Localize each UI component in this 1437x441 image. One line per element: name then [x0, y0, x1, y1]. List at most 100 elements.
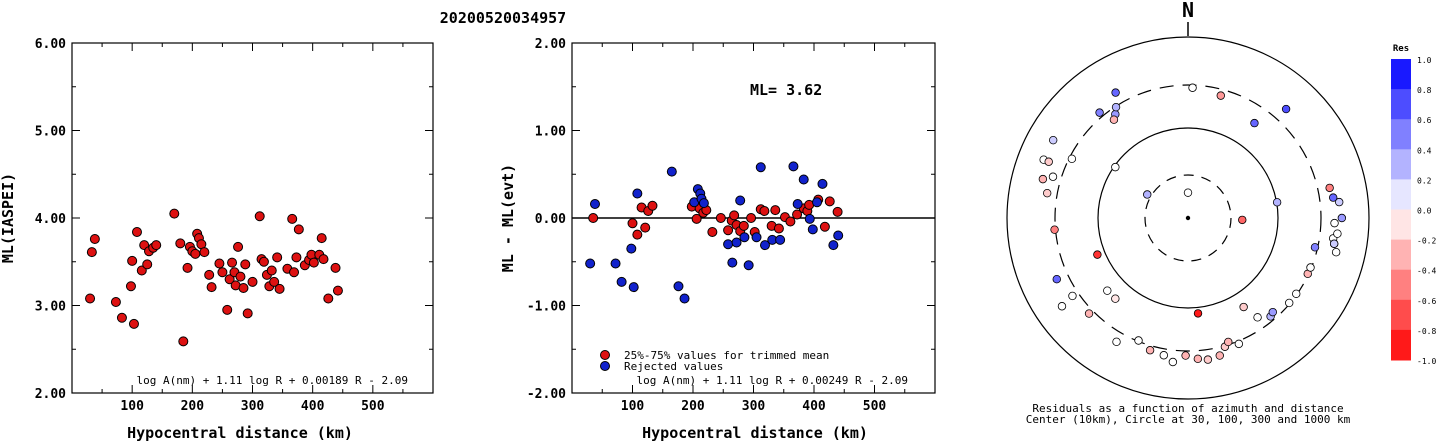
colorbar-segment — [1391, 59, 1411, 90]
chart2-point-rejected — [731, 237, 742, 248]
chart2-point-rejected — [751, 232, 762, 243]
polar-residual-point — [1238, 215, 1247, 225]
chart1-ylabel: ML(IASPEI) — [0, 173, 17, 263]
chart1-point — [318, 254, 329, 265]
legend-marker-rejected — [600, 361, 610, 371]
polar-residual-point — [1216, 91, 1225, 100]
polar-residual-point — [1193, 309, 1203, 318]
chart1-xtick-label: 200 — [181, 399, 205, 414]
polar-residual-point — [1084, 309, 1094, 318]
polar-residual-point — [1093, 250, 1102, 259]
colorbar-segment — [1391, 149, 1411, 180]
chart1-point — [323, 293, 334, 304]
legend-label-trimmed: 25%-75% values for trimmed mean — [624, 349, 829, 362]
chart2-point-rejected — [788, 161, 799, 172]
chart2-point-rejected — [673, 281, 684, 292]
polar-residual-point — [1052, 274, 1061, 284]
chart1-point — [89, 234, 100, 244]
polar-center-dot — [1185, 215, 1191, 221]
polar-residual-point — [1239, 302, 1248, 312]
chart2-point-rejected — [833, 230, 844, 241]
chart2-point-trimmed — [691, 213, 702, 224]
colorbar-segment — [1391, 209, 1411, 241]
polar-circle-1000km — [1006, 36, 1370, 400]
colorbar-tick-label: -0.8 — [1417, 327, 1436, 336]
chart2-point-trimmed — [647, 200, 658, 211]
chart2-point-trimmed — [832, 206, 843, 217]
chart1-point — [127, 255, 138, 266]
chart2-point-rejected — [666, 166, 677, 177]
chart1-point — [274, 283, 285, 294]
chart1-point — [136, 265, 147, 276]
chart1-ytick-label: 4.00 — [35, 212, 66, 227]
colorbar-segment — [1391, 299, 1411, 331]
chart1-point — [287, 213, 298, 224]
polar-residual-point — [1253, 313, 1262, 322]
polar-residual-point — [1042, 188, 1052, 198]
colorbar-tick-label: 0.0 — [1417, 207, 1432, 216]
chart2-point-rejected — [817, 178, 828, 189]
chart2-ylabel: ML - ML(evt) — [499, 164, 517, 272]
chart1-point — [131, 227, 142, 237]
chart2-point-rejected — [812, 197, 823, 208]
chart1-point — [128, 318, 139, 329]
chart1-point — [330, 262, 341, 273]
polar-residual-point — [1292, 289, 1301, 298]
chart1-point — [142, 259, 153, 270]
chart1-point — [240, 259, 251, 270]
polar-residual-point — [1038, 174, 1048, 184]
polar-residual-point — [1103, 286, 1112, 295]
chart2-point-rejected — [792, 199, 803, 209]
chart1-point — [238, 283, 249, 293]
colorbar-segment — [1391, 89, 1411, 120]
polar-residual-point — [1188, 83, 1197, 92]
polar-residual-point — [1310, 243, 1320, 252]
polar-residual-point — [1183, 188, 1193, 197]
chart1-point — [125, 281, 136, 292]
polar-residual-point — [1067, 154, 1077, 164]
chart1-ytick-label: 6.00 — [35, 37, 66, 52]
chart2-xtick-label: 500 — [863, 399, 887, 414]
chart1-point — [110, 297, 121, 307]
chart2-point-trimmed — [824, 196, 835, 207]
chart1-point — [169, 208, 180, 219]
polar-residual-point — [1159, 351, 1168, 360]
chart2-point-rejected — [616, 276, 627, 287]
polar-residual-point — [1335, 197, 1344, 207]
chart2-point-trimmed — [819, 221, 830, 232]
colorbar-tick-label: -0.2 — [1417, 237, 1436, 246]
colorbar-tick-label: -1.0 — [1417, 357, 1436, 366]
polar-residual-point — [1250, 118, 1259, 128]
chart1-xtick-label: 400 — [301, 399, 325, 414]
chart2-point-rejected — [775, 234, 786, 245]
chart1-xtick-label: 100 — [120, 399, 144, 414]
chart2-ytick-label: -2.00 — [527, 387, 566, 402]
colorbar-tick-label: -0.4 — [1417, 267, 1436, 276]
chart2-point-trimmed — [746, 213, 757, 223]
colorbar-tick-label: 1.0 — [1417, 56, 1432, 65]
chart1-point — [85, 293, 96, 304]
chart1-frame — [71, 42, 434, 394]
polar-residual-point — [1272, 198, 1282, 207]
polar-residual-point — [1306, 263, 1315, 272]
colorbar-tick-label: 0.8 — [1417, 86, 1432, 95]
chart2-point-rejected — [626, 243, 637, 254]
polar-residual-point — [1145, 346, 1155, 355]
polar-caption-line1: Residuals as a function of azimuth and d… — [1032, 402, 1343, 415]
polar-residual-point — [1215, 351, 1224, 360]
polar-residual-point — [1134, 336, 1143, 345]
polar-residual-point — [1268, 307, 1277, 317]
chart2-point-trimmed — [729, 210, 740, 221]
polar-residual-point — [1234, 339, 1244, 349]
chart2-xtick-label: 400 — [802, 399, 826, 414]
colorbar-segment — [1391, 119, 1411, 150]
chart2-point-rejected — [679, 293, 690, 304]
chart2-point-trimmed — [707, 227, 718, 237]
chart2-point-trimmed — [759, 206, 770, 216]
chart1-point — [204, 269, 215, 280]
polar-residual-point — [1048, 135, 1058, 145]
chart1-point — [151, 240, 162, 251]
colorbar-segment — [1391, 179, 1411, 210]
chart1-xtick-label: 300 — [241, 399, 265, 414]
chart2-ml-annotation: ML= 3.62 — [750, 81, 822, 99]
